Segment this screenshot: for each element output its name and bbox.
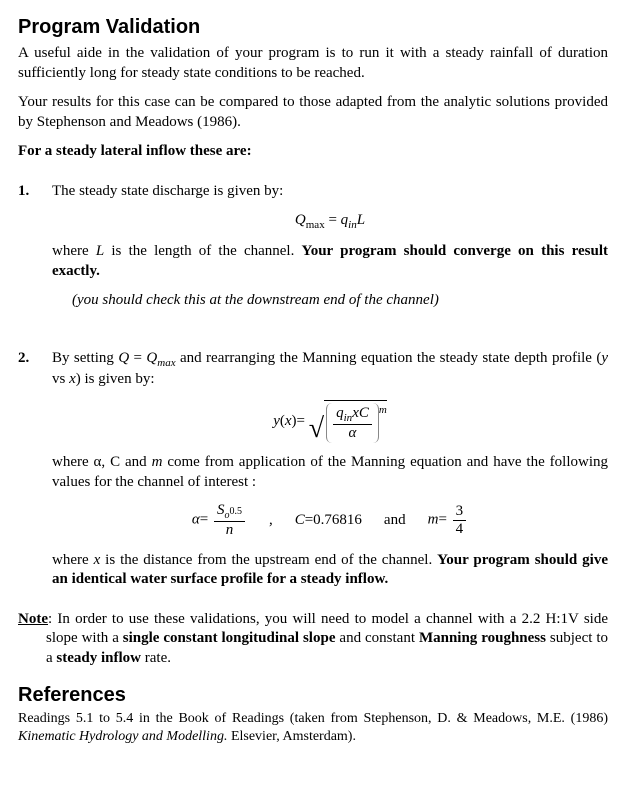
subheading: For a steady lateral inflow these are: [18, 142, 608, 162]
note-paragraph: Note: In order to use these validations,… [18, 610, 608, 669]
item2-where: where α, C and m come from application o… [52, 453, 608, 492]
item2-where2: where x is the distance from the upstrea… [52, 551, 608, 590]
equation-qmax: Qmax = qinL [52, 211, 608, 232]
list-item-2: 2. By setting Q = Qmax and rearranging t… [18, 349, 608, 600]
list-item-1: 1. The steady state discharge is given b… [18, 182, 608, 321]
item2-lead: By setting Q = Qmax and rearranging the … [52, 349, 608, 390]
list-number: 2. [18, 349, 52, 600]
equation-yx: y(x)= √ qinxC α m [52, 400, 608, 444]
page-title: Program Validation [18, 14, 608, 40]
references-text: Readings 5.1 to 5.4 in the Book of Readi… [18, 710, 608, 746]
list-number: 1. [18, 182, 52, 321]
item1-where: where L is the length of the channel. Yo… [52, 242, 608, 281]
references-heading: References [18, 682, 608, 708]
equation-params: α= So0.5 n , C=0.76816 and m= 3 4 [52, 502, 608, 539]
intro-paragraph-1: A useful aide in the validation of your … [18, 44, 608, 83]
item1-check: (you should check this at the downstream… [72, 291, 608, 311]
item1-lead: The steady state discharge is given by: [52, 182, 608, 202]
intro-paragraph-2: Your results for this case can be compar… [18, 93, 608, 132]
